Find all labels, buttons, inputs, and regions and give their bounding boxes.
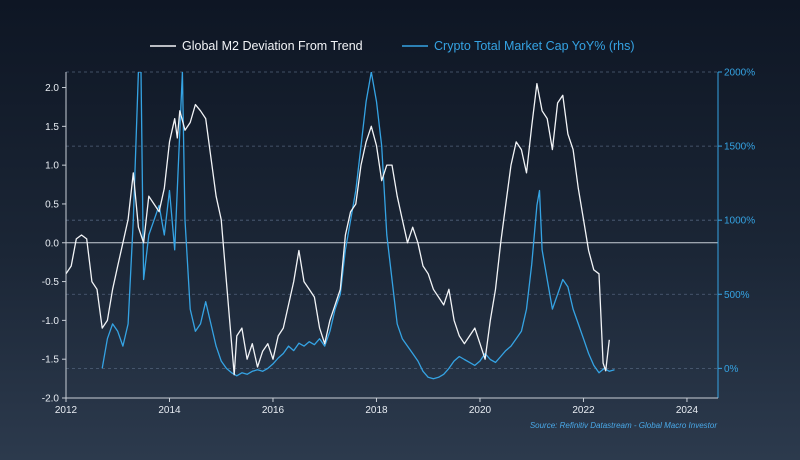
right-tick-label: 500%	[724, 290, 750, 301]
source-note: Source: Refinitiv Datastream - Global Ma…	[530, 421, 718, 430]
left-tick-label: -1.0	[42, 316, 60, 327]
left-tick-label: 0.0	[45, 238, 59, 249]
legend: Global M2 Deviation From Trend Crypto To…	[150, 39, 635, 53]
right-tick-label: 1500%	[724, 142, 755, 153]
x-tick-label: 2012	[55, 405, 78, 416]
legend-label-m2: Global M2 Deviation From Trend	[182, 39, 363, 53]
gridlines	[66, 71, 718, 369]
series-layer	[66, 72, 615, 380]
left-tick-label: 2.0	[45, 83, 59, 94]
left-tick-label: 0.5	[45, 199, 59, 210]
right-tick-label: 1000%	[724, 216, 755, 227]
x-tick-label: 2022	[572, 405, 595, 416]
legend-label-crypto: Crypto Total Market Cap YoY% (rhs)	[434, 39, 635, 53]
x-tick-label: 2018	[365, 405, 388, 416]
left-tick-label: 1.5	[45, 122, 59, 133]
right-tick-label: 0%	[724, 364, 739, 375]
left-tick-label: -1.5	[42, 355, 60, 366]
series-line-m2	[66, 82, 610, 376]
x-tick-label: 2020	[469, 405, 492, 416]
x-tick-label: 2014	[158, 405, 181, 416]
left-tick-label: 1.0	[45, 161, 59, 172]
tick-layer: -2.0 -1.5 -1.0 -0.5 0.0 0.5 1.0 1.5 2.0 0% 500% 100…	[42, 68, 755, 417]
left-tick-label: -2.0	[42, 394, 60, 405]
series-line-crypto	[101, 72, 615, 380]
right-tick-label: 2000%	[724, 68, 755, 79]
x-tick-label: 2016	[262, 405, 285, 416]
x-tick-label: 2024	[676, 405, 699, 416]
left-tick-label: -0.5	[42, 277, 60, 288]
